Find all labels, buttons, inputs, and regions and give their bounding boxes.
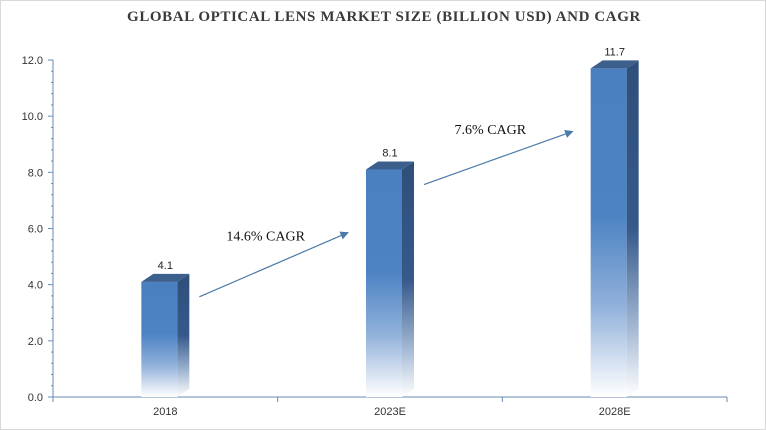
cagr-annotations: 14.6% CAGR 7.6% CAGR xyxy=(199,123,574,298)
y-tick-label: 4.0 xyxy=(28,280,43,292)
y-axis: 0.0 2.0 4.0 6.0 8.0 10.0 12.0 xyxy=(22,55,54,404)
data-label: 11.7 xyxy=(604,46,625,58)
bar xyxy=(366,169,402,397)
x-tick-label: 2018 xyxy=(153,406,177,418)
bars xyxy=(141,60,639,398)
y-tick-label: 2.0 xyxy=(28,336,43,348)
data-labels: 4.1 8.1 11.7 xyxy=(158,46,625,271)
data-label: 8.1 xyxy=(382,148,397,160)
x-tick-label: 2028E xyxy=(599,406,631,418)
y-tick-label: 12.0 xyxy=(22,55,43,67)
bar-side xyxy=(402,161,414,397)
bar xyxy=(590,68,627,398)
bar-side xyxy=(177,273,190,397)
bar-top xyxy=(141,273,190,282)
data-label: 4.1 xyxy=(158,260,173,272)
bar-top xyxy=(590,60,639,69)
cagr-arrow xyxy=(423,130,574,186)
y-tick-label: 0.0 xyxy=(28,392,43,404)
y-tick-label: 6.0 xyxy=(28,224,43,236)
chart-title: GLOBAL OPTICAL LENS MARKET SIZE (BILLION… xyxy=(127,9,641,25)
y-tick-label: 10.0 xyxy=(22,111,43,123)
bar-top xyxy=(366,161,414,170)
y-tick-label: 8.0 xyxy=(28,167,43,179)
cagr-label: 14.6% CAGR xyxy=(226,230,305,245)
bar xyxy=(141,281,178,397)
x-tick-label: 2023E xyxy=(374,406,406,418)
cagr-arrow xyxy=(199,231,349,298)
bar-side xyxy=(626,60,639,398)
cagr-label: 7.6% CAGR xyxy=(455,123,527,138)
x-axis: 2018 2023E 2028E xyxy=(52,396,728,418)
